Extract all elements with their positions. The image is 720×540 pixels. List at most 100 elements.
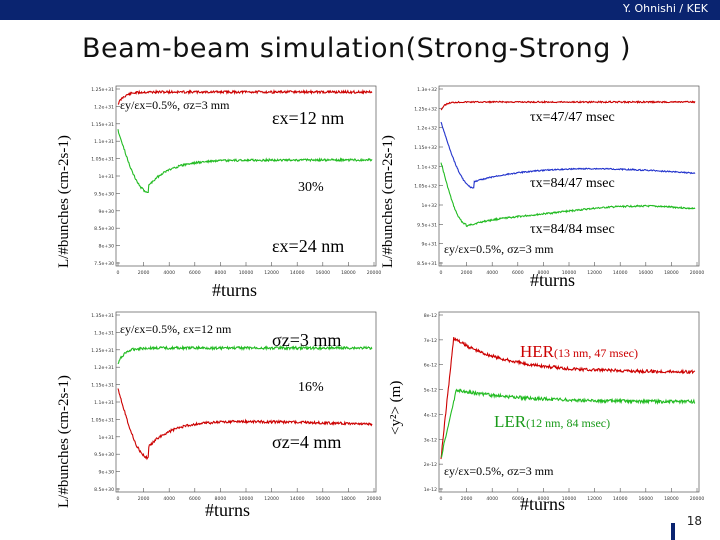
x-tick-label: 0 [440,270,443,276]
y-tick-label: 1e+32 [422,203,438,209]
x-tick-label: 18000 [341,270,356,276]
x-tick-label: 6000 [512,496,524,502]
bl-param: εy/εx=0.5%, εx=12 nm [120,322,232,336]
x-tick-label: 6000 [189,270,201,276]
x-tick-label: 4000 [163,270,175,276]
series-green-line [117,129,373,193]
y-tick-label: 4e-12 [424,412,437,418]
x-tick-label: 16000 [638,496,653,502]
x-tick-label: 8000 [215,270,227,276]
x-tick-label: 20000 [690,270,705,276]
br-ler: LER(12 nm, 84 msec) [494,412,610,432]
y-tick-label: 1.1e+31 [94,139,114,145]
footer-marker [671,523,675,540]
x-tick-label: 10000 [239,496,254,502]
series-red-line [117,88,373,105]
y-tick-label: 1.25e+32 [414,106,437,112]
tr-label-2: τx=84/47 msec [530,176,615,191]
y-tick-label: 1.05e+31 [91,417,114,423]
tl-label-green: εx=24 nm [272,236,345,256]
x-tick-label: 18000 [664,270,679,276]
y-tick-label: 9e+30 [99,470,115,476]
tr-xlabel: #turns [530,270,575,290]
x-tick-label: 12000 [587,496,602,502]
y-tick-label: 1e+31 [99,435,115,441]
y-tick-label: 5e-12 [424,388,437,394]
series-green-line [440,162,696,228]
tr-param: εy/εx=0.5%, σz=3 mm [444,242,554,256]
tl-param: εy/εx=0.5%, σz=3 mm [120,98,230,112]
x-tick-label: 0 [117,270,120,276]
y-tick-label: 9e+30 [99,209,115,215]
x-tick-label: 2000 [461,270,473,276]
y-tick-label: 1.1e+31 [94,400,114,406]
x-tick-label: 20000 [367,496,382,502]
x-tick-label: 8000 [538,496,550,502]
y-tick-label: 7.5e+30 [94,261,114,267]
x-tick-label: 2000 [461,496,473,502]
y-tick-label: 1e+31 [99,174,115,180]
br-her-label: HER [520,342,554,361]
bl-pct: 16% [298,380,324,395]
br-xlabel: #turns [520,494,565,514]
y-tick-label: 1.35e+31 [91,313,114,319]
y-tick-label: 1.2e+32 [417,126,437,132]
y-tick-label: 3e-12 [424,437,437,443]
series-green-line [440,388,696,458]
x-tick-label: 16000 [315,496,330,502]
x-tick-label: 14000 [613,270,628,276]
y-tick-label: 1.05e+32 [414,184,437,190]
x-tick-label: 20000 [367,270,382,276]
br-ler-sub: (12 nm, 84 msec) [526,416,611,430]
x-tick-label: 6000 [512,270,524,276]
series-red-line [440,100,696,111]
x-tick-label: 18000 [664,496,679,502]
y-tick-label: 6e-12 [424,363,437,369]
x-tick-label: 8000 [538,270,550,276]
bl-xlabel: #turns [205,500,250,520]
br-param: εy/εx=0.5%, σz=3 mm [444,464,554,478]
page-number: 18 [686,514,702,528]
x-tick-label: 8000 [215,496,227,502]
bottom-left-plot: 1.35e+31 1.3e+31 1.25e+31 1.2e+31 1.15e+31 1.… [91,311,382,502]
y-tick-label: 8.5e+30 [94,487,114,493]
top-right-plot: 1.3e+32 1.25e+32 1.2e+32 1.15e+32 1.1e+32 1.0… [414,85,705,276]
x-tick-label: 2000 [138,496,150,502]
header-bar: Y. Ohnishi / KEK [0,0,720,20]
tl-ylabel: L/#bunches (cm-2s-1) [56,135,72,268]
bottom-right-plot: 8e-12 7e-12 6e-12 5e-12 4e-12 3e-12 2e-12 1e-12… [424,311,704,502]
series-red-line [117,388,373,461]
y-tick-label: 1.2e+31 [94,365,114,371]
series-blue-line [440,121,696,189]
br-ylabel: <y²> (m) [388,380,404,435]
bl-ylabel: L/#bunches (cm-2s-1) [56,375,72,508]
x-tick-label: 14000 [613,496,628,502]
x-tick-label: 0 [117,496,120,502]
y-tick-label: 1.25e+31 [91,348,114,354]
tr-ylabel: L/#bunches (cm-2s-1) [380,135,396,268]
y-tick-label: 9.5e+30 [94,191,114,197]
x-tick-label: 10000 [562,270,577,276]
bl-label-green: σz=4 mm [272,432,342,452]
x-tick-label: 16000 [315,270,330,276]
br-ler-label: LER [494,412,527,431]
x-tick-label: 10000 [562,496,577,502]
tl-label-red: εx=12 nm [272,108,345,128]
tl-xlabel: #turns [212,280,257,300]
author-label: Y. Ohnishi / KEK [623,2,708,15]
y-tick-label: 1.3e+32 [417,87,437,93]
series-green-line [117,344,373,365]
x-tick-label: 6000 [189,496,201,502]
y-tick-label: 8.5e+31 [417,261,437,267]
y-tick-label: 8e-12 [424,313,437,319]
y-tick-label: 1.25e+31 [91,87,114,93]
y-tick-label: 8e+30 [99,244,115,250]
x-tick-label: 4000 [486,496,498,502]
y-tick-label: 9.5e+31 [417,222,437,228]
y-tick-label: 1.2e+31 [94,104,114,110]
y-tick-label: 1.15e+31 [91,122,114,128]
x-tick-label: 12000 [587,270,602,276]
x-tick-label: 18000 [341,496,356,502]
tl-pct: 30% [298,180,324,195]
top-left-plot: 1.25e+31 1.2e+31 1.15e+31 1.1e+31 1.05e+31 1e… [91,85,382,276]
